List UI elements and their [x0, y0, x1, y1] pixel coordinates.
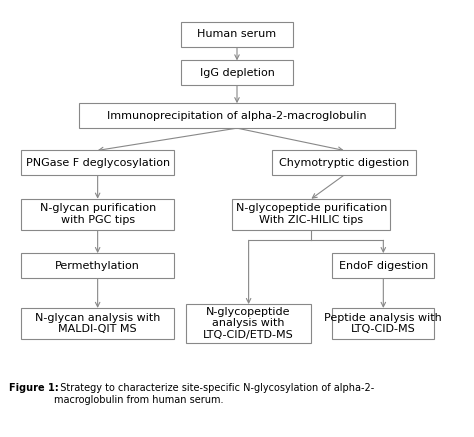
Text: Human serum: Human serum: [198, 29, 276, 39]
FancyBboxPatch shape: [181, 60, 293, 85]
Text: Immunoprecipitation of alpha-2-macroglobulin: Immunoprecipitation of alpha-2-macroglob…: [107, 111, 367, 121]
FancyBboxPatch shape: [232, 199, 390, 229]
Text: Peptide analysis with
LTQ-CID-MS: Peptide analysis with LTQ-CID-MS: [324, 312, 442, 334]
Text: PNGase F deglycosylation: PNGase F deglycosylation: [26, 158, 170, 168]
FancyBboxPatch shape: [186, 304, 311, 343]
Text: Figure 1:  Strategy to characterize site-specific N-glycosylation of alpha-2-
ma: Figure 1: Strategy to characterize site-…: [9, 383, 372, 405]
Text: N-glycan purification
with PGC tips: N-glycan purification with PGC tips: [39, 203, 156, 225]
Text: EndoF digestion: EndoF digestion: [339, 260, 428, 271]
FancyBboxPatch shape: [79, 103, 395, 128]
Text: Chymotryptic digestion: Chymotryptic digestion: [279, 158, 409, 168]
Text: Figure 1:: Figure 1:: [9, 383, 59, 393]
FancyBboxPatch shape: [181, 22, 293, 47]
FancyBboxPatch shape: [21, 150, 174, 175]
Text: N-glycopeptide
analysis with
LTQ-CID/ETD-MS: N-glycopeptide analysis with LTQ-CID/ETD…: [203, 307, 294, 340]
FancyBboxPatch shape: [332, 308, 434, 339]
Text: Strategy to characterize site-specific N-glycosylation of alpha-2-
macroglobulin: Strategy to characterize site-specific N…: [54, 383, 374, 405]
Text: N-glycan analysis with
MALDI-QIT MS: N-glycan analysis with MALDI-QIT MS: [35, 312, 160, 334]
Text: Permethylation: Permethylation: [55, 260, 140, 271]
Text: IgG depletion: IgG depletion: [200, 68, 274, 78]
Text: N-glycopeptide purification
With ZIC-HILIC tips: N-glycopeptide purification With ZIC-HIL…: [236, 203, 387, 225]
FancyBboxPatch shape: [21, 199, 174, 229]
FancyBboxPatch shape: [21, 253, 174, 278]
FancyBboxPatch shape: [272, 150, 416, 175]
FancyBboxPatch shape: [21, 308, 174, 339]
FancyBboxPatch shape: [332, 253, 434, 278]
